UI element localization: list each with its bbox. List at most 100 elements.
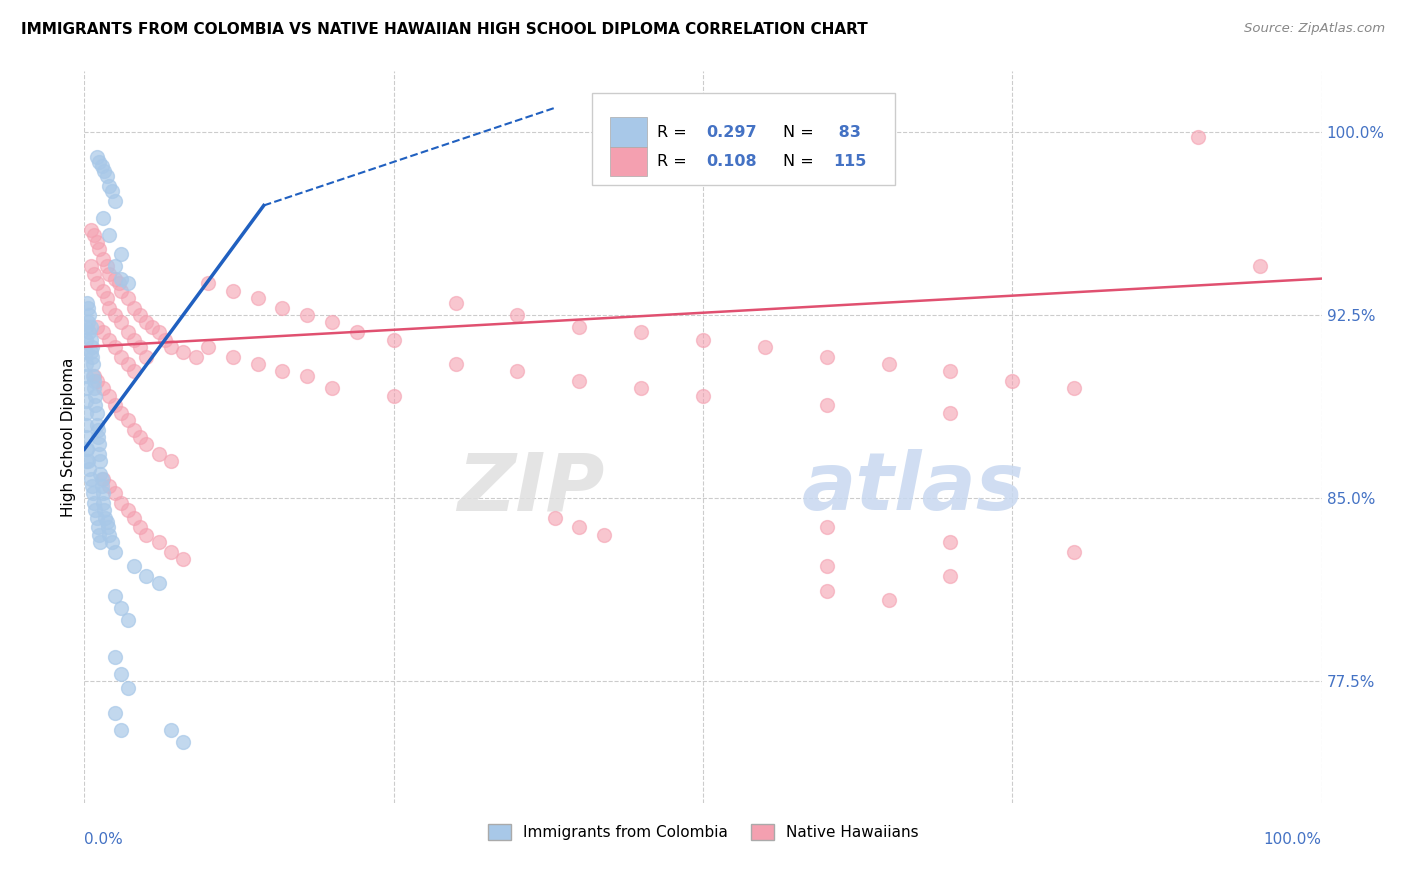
Point: [89, 535, 111, 549]
Point: [91, 381, 114, 395]
Point: [295, 308, 318, 322]
Point: [444, 357, 467, 371]
Point: [91, 486, 114, 500]
Point: [122, 510, 145, 524]
Point: [91, 471, 114, 485]
Point: [160, 723, 183, 737]
Point: [89, 527, 111, 541]
Point: [75, 333, 97, 347]
Point: [86, 510, 108, 524]
Point: [148, 535, 170, 549]
Point: [96, 516, 118, 530]
Point: [89, 437, 111, 451]
Point: [79, 325, 101, 339]
Legend: Immigrants from Colombia, Native Hawaiians: Immigrants from Colombia, Native Hawaiia…: [481, 818, 925, 847]
Point: [96, 169, 118, 184]
Point: [91, 211, 114, 225]
Point: [1063, 381, 1085, 395]
Point: [160, 454, 183, 468]
Text: 0.297: 0.297: [707, 125, 758, 139]
Point: [86, 320, 108, 334]
Point: [110, 350, 132, 364]
Point: [75, 442, 97, 457]
Point: [75, 357, 97, 371]
Point: [86, 374, 108, 388]
Point: [98, 267, 121, 281]
Point: [100, 184, 122, 198]
Point: [630, 325, 652, 339]
Point: [75, 393, 97, 408]
Text: N =: N =: [783, 125, 820, 139]
Point: [568, 374, 591, 388]
Point: [148, 576, 170, 591]
Point: [815, 520, 838, 534]
Point: [172, 735, 194, 749]
Point: [222, 350, 245, 364]
Point: [117, 291, 139, 305]
Point: [543, 510, 565, 524]
Point: [75, 381, 97, 395]
Point: [98, 227, 121, 242]
Point: [110, 316, 132, 330]
Point: [1187, 130, 1209, 145]
Point: [104, 486, 127, 500]
Point: [87, 520, 110, 534]
Point: [87, 430, 110, 444]
Point: [321, 316, 343, 330]
Text: 83: 83: [832, 125, 860, 139]
Point: [91, 325, 114, 339]
Point: [83, 374, 105, 388]
FancyBboxPatch shape: [610, 118, 647, 146]
Point: [91, 284, 114, 298]
Point: [79, 333, 101, 347]
Text: N =: N =: [783, 153, 820, 169]
Point: [141, 320, 163, 334]
Point: [89, 454, 111, 468]
Point: [568, 320, 591, 334]
Point: [246, 357, 269, 371]
Point: [172, 552, 194, 566]
Point: [117, 613, 139, 627]
Point: [82, 486, 104, 500]
Point: [86, 417, 108, 432]
Point: [98, 479, 121, 493]
Point: [90, 160, 112, 174]
Point: [98, 333, 121, 347]
Point: [77, 316, 100, 330]
Point: [89, 243, 111, 257]
Point: [98, 301, 121, 315]
Point: [122, 301, 145, 315]
Point: [815, 583, 838, 598]
Text: atlas: atlas: [801, 450, 1025, 527]
Point: [135, 437, 157, 451]
Point: [82, 357, 104, 371]
Point: [382, 389, 405, 403]
Text: Source: ZipAtlas.com: Source: ZipAtlas.com: [1244, 22, 1385, 36]
Point: [197, 277, 219, 291]
Point: [75, 344, 97, 359]
Text: R =: R =: [657, 153, 692, 169]
Y-axis label: High School Diploma: High School Diploma: [60, 358, 76, 516]
Text: 0.0%: 0.0%: [84, 832, 124, 847]
Point: [89, 467, 111, 481]
Point: [91, 252, 114, 266]
Point: [80, 340, 103, 354]
Point: [593, 527, 616, 541]
Point: [79, 260, 101, 274]
Point: [86, 277, 108, 291]
Point: [86, 406, 108, 420]
Point: [83, 227, 105, 242]
Point: [75, 369, 97, 384]
Point: [148, 447, 170, 461]
Point: [939, 569, 962, 583]
Point: [692, 389, 714, 403]
Point: [83, 496, 105, 510]
Point: [108, 277, 131, 291]
Point: [568, 520, 591, 534]
Point: [82, 369, 104, 384]
Point: [246, 291, 269, 305]
Point: [122, 333, 145, 347]
Point: [110, 406, 132, 420]
Point: [104, 340, 127, 354]
Point: [117, 357, 139, 371]
